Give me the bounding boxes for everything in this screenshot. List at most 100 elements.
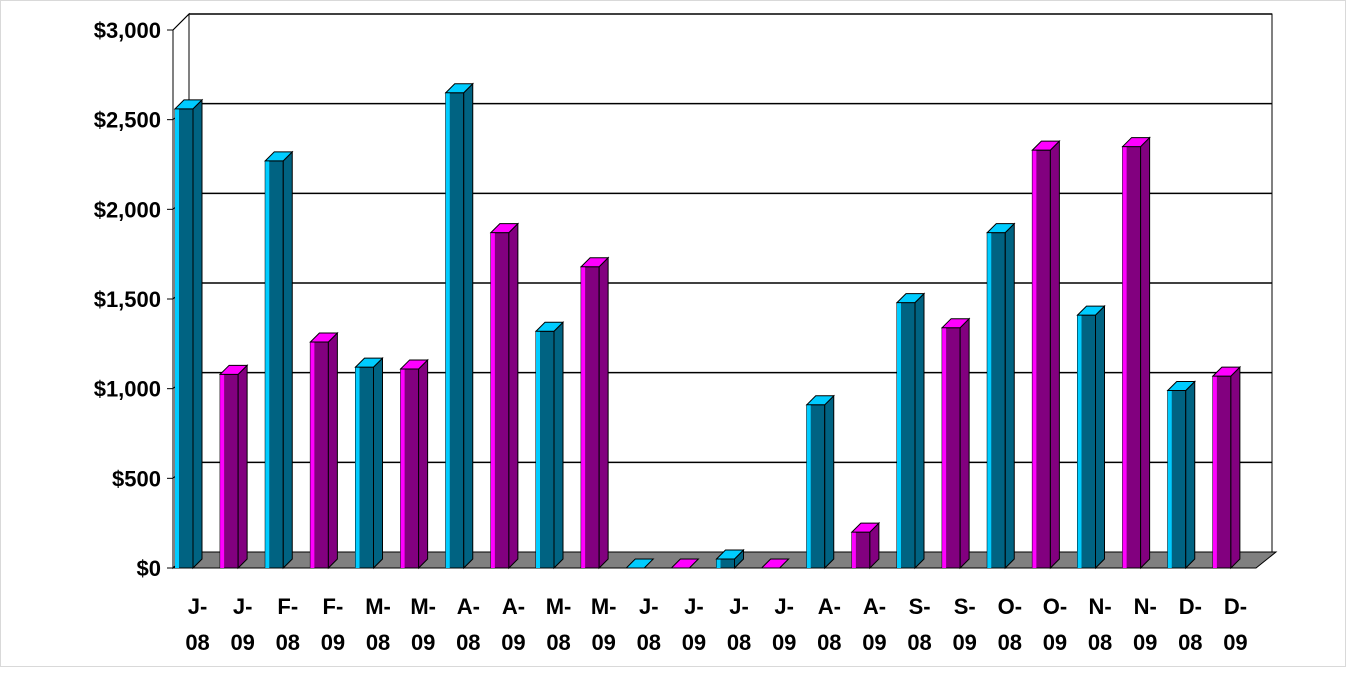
bar-highlight bbox=[400, 368, 405, 568]
bar-top bbox=[850, 522, 881, 533]
bar bbox=[534, 321, 565, 570]
bar-highlight bbox=[851, 532, 856, 568]
bar bbox=[850, 521, 881, 570]
x-tick-label-line2: 09 bbox=[1043, 630, 1067, 655]
bar bbox=[1031, 139, 1061, 570]
x-tick-label-line2: 09 bbox=[952, 630, 976, 655]
x-tick-label-line2: 08 bbox=[546, 630, 570, 655]
x-tick-label-line1: S- bbox=[909, 594, 931, 619]
bar-top bbox=[625, 558, 655, 569]
bars bbox=[173, 82, 1242, 570]
bar-top bbox=[1166, 380, 1196, 391]
bar-highlight bbox=[265, 160, 270, 568]
bar-highlight bbox=[310, 342, 315, 568]
bar bbox=[399, 358, 429, 570]
bar bbox=[1211, 365, 1242, 570]
x-tick-label-line2: 08 bbox=[456, 630, 480, 655]
bar-highlight bbox=[581, 266, 586, 568]
x-tick-label-line1: J- bbox=[729, 594, 749, 619]
bar-top bbox=[579, 257, 610, 268]
bar-top bbox=[489, 223, 520, 234]
bar-highlight bbox=[536, 331, 540, 568]
x-tick-label-line1: J- bbox=[639, 594, 659, 619]
x-tick-label-line1: A- bbox=[863, 594, 886, 619]
y-tick-label: $3,000 bbox=[94, 18, 161, 43]
bar-top bbox=[534, 321, 565, 332]
x-tick-label-line2: 09 bbox=[1223, 630, 1247, 655]
bar-highlight bbox=[1032, 150, 1037, 569]
bar bbox=[670, 558, 700, 569]
bar-top bbox=[264, 151, 294, 162]
x-tick-label-line2: 09 bbox=[1133, 630, 1157, 655]
bar bbox=[760, 558, 790, 569]
y-tick-label: $500 bbox=[112, 466, 161, 491]
bar-top bbox=[399, 359, 429, 370]
x-tick-label-line1: J- bbox=[233, 594, 253, 619]
x-tick-label-line2: 09 bbox=[501, 630, 525, 655]
bar bbox=[489, 222, 520, 570]
y-tick-label: $1,000 bbox=[94, 377, 161, 402]
x-tick-label-line2: 09 bbox=[591, 630, 615, 655]
x-tick-label-line1: J- bbox=[188, 594, 208, 619]
bar bbox=[895, 292, 926, 570]
bar-top bbox=[309, 332, 339, 343]
x-tick-label-line1: O- bbox=[1043, 594, 1067, 619]
bar-top bbox=[670, 558, 700, 569]
x-tick-label-line2: 08 bbox=[276, 630, 300, 655]
x-tick-label-line2: 08 bbox=[817, 630, 841, 655]
bar-highlight bbox=[716, 559, 721, 568]
bar-highlight bbox=[1167, 390, 1172, 568]
x-tick-label-line2: 08 bbox=[998, 630, 1022, 655]
y-tick-label: $2,500 bbox=[94, 108, 161, 133]
bar bbox=[264, 150, 294, 570]
x-axis-tick-labels: J- 08 J- 09 F- 08 F- 09 M- 08 M- 09 A- 08 A- 09 M- 08 M- 09… bbox=[185, 594, 1247, 655]
y-tick-label: $2,000 bbox=[94, 197, 161, 222]
bar bbox=[309, 331, 339, 570]
bar-highlight bbox=[942, 327, 947, 568]
x-tick-label-line2: 09 bbox=[682, 630, 706, 655]
bar bbox=[444, 82, 474, 570]
y-tick-label: $0 bbox=[137, 556, 161, 581]
x-tick-label-line2: 09 bbox=[772, 630, 796, 655]
x-tick-label-line2: 08 bbox=[185, 630, 209, 655]
bar bbox=[1076, 304, 1106, 570]
bar-highlight bbox=[175, 108, 179, 568]
bar-top bbox=[1031, 140, 1061, 151]
bar-highlight bbox=[490, 232, 495, 568]
bar-top bbox=[1211, 366, 1242, 377]
x-tick-label-line1: N- bbox=[1134, 594, 1157, 619]
x-tick-label-line1: M- bbox=[410, 594, 436, 619]
x-tick-label-line2: 09 bbox=[230, 630, 254, 655]
x-tick-label-line1: J- bbox=[684, 594, 704, 619]
bar-highlight bbox=[445, 92, 450, 569]
bar-highlight bbox=[987, 232, 992, 568]
x-tick-label-line2: 08 bbox=[1178, 630, 1202, 655]
bar-highlight bbox=[355, 367, 360, 568]
x-tick-label-line1: F- bbox=[277, 594, 298, 619]
x-tick-label-line2: 08 bbox=[637, 630, 661, 655]
bar-highlight bbox=[1077, 315, 1082, 568]
bar-highlight bbox=[1122, 146, 1127, 569]
bar-top bbox=[218, 364, 249, 375]
bar bbox=[579, 256, 610, 570]
x-tick-label-line2: 09 bbox=[321, 630, 345, 655]
x-tick-label-line1: D- bbox=[1224, 594, 1247, 619]
x-tick-label-line1: S- bbox=[954, 594, 976, 619]
gridline-side bbox=[172, 13, 190, 31]
bar bbox=[715, 548, 745, 570]
bar bbox=[218, 364, 249, 570]
bar-top bbox=[805, 395, 835, 406]
bar-top bbox=[1076, 305, 1106, 316]
x-tick-label-line2: 08 bbox=[727, 630, 751, 655]
x-tick-label-line2: 08 bbox=[907, 630, 931, 655]
bar-top bbox=[715, 549, 745, 560]
x-tick-label-line1: J- bbox=[774, 594, 794, 619]
bar bbox=[805, 394, 835, 570]
x-tick-label-line1: F- bbox=[323, 594, 344, 619]
bar bbox=[1166, 380, 1196, 570]
x-tick-label-line1: M- bbox=[546, 594, 572, 619]
bar-highlight bbox=[220, 374, 225, 568]
